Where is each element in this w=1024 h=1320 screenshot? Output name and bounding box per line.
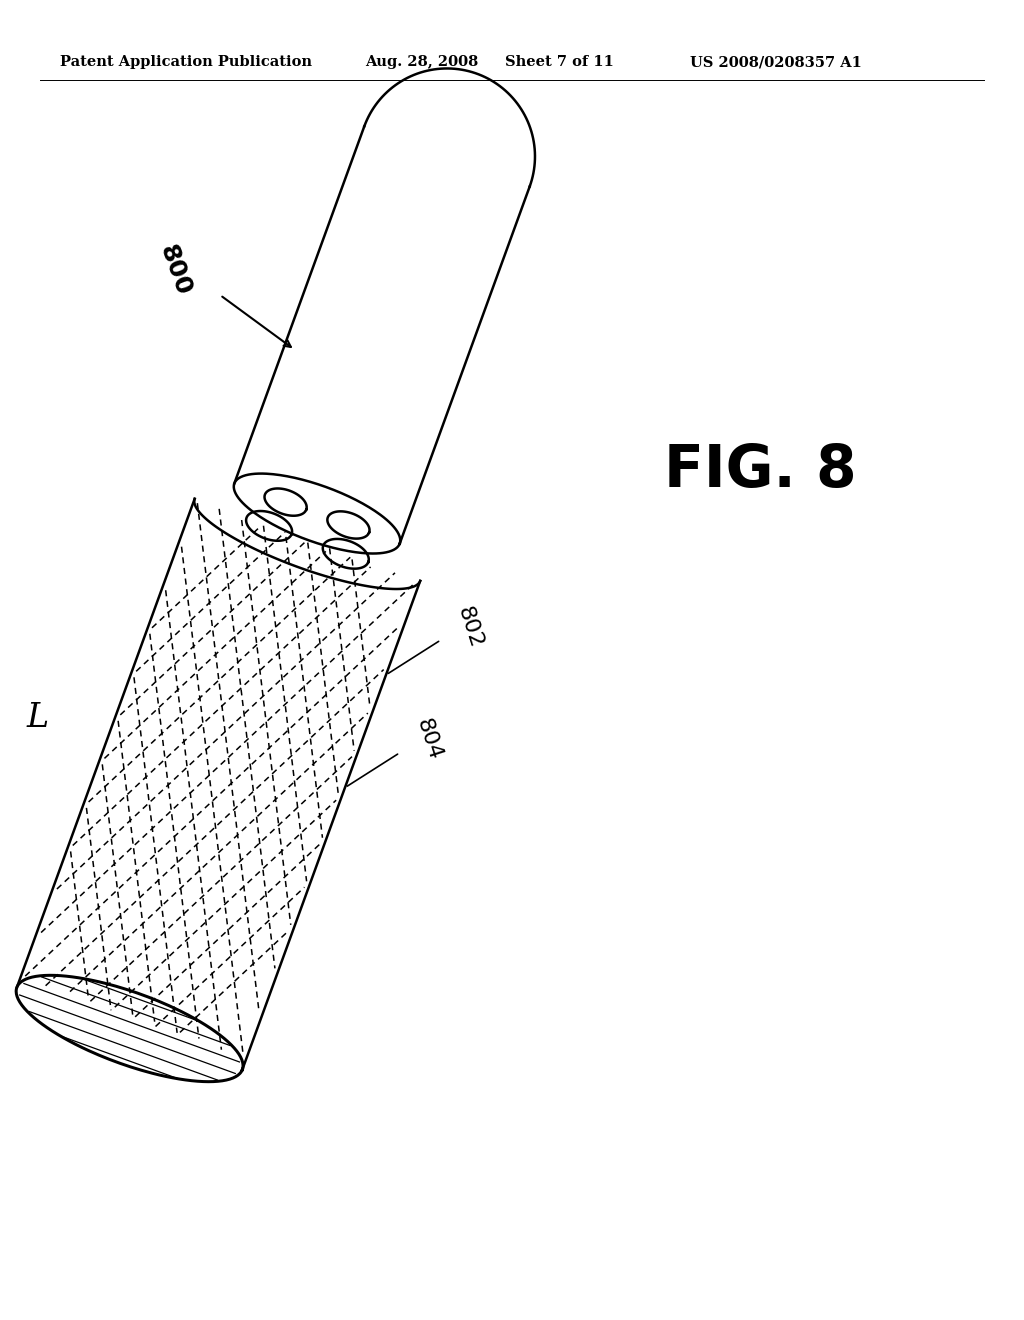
Text: FIG. 8: FIG. 8 — [664, 441, 856, 499]
Text: Aug. 28, 2008: Aug. 28, 2008 — [365, 55, 478, 69]
Text: Patent Application Publication: Patent Application Publication — [60, 55, 312, 69]
Text: 800: 800 — [155, 242, 196, 298]
Text: L: L — [26, 702, 48, 734]
Text: US 2008/0208357 A1: US 2008/0208357 A1 — [690, 55, 862, 69]
Text: 804: 804 — [413, 717, 445, 763]
Text: 802: 802 — [454, 603, 486, 651]
Text: Sheet 7 of 11: Sheet 7 of 11 — [505, 55, 613, 69]
